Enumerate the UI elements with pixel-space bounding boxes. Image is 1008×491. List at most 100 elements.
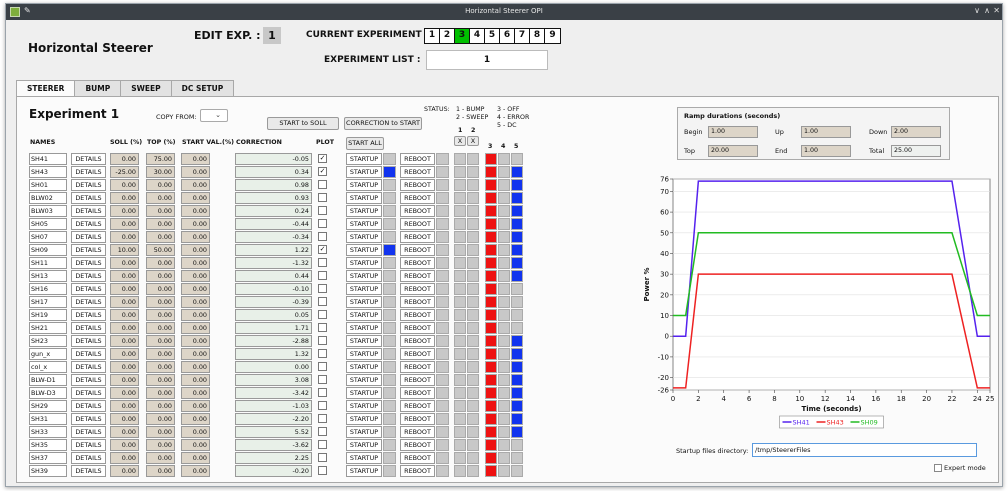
reboot-button[interactable]: REBOOT xyxy=(400,413,435,425)
plot-checkbox[interactable] xyxy=(318,336,327,345)
close-icon[interactable]: ✕ xyxy=(993,6,1000,15)
start-value-field[interactable]: 0.00 xyxy=(181,283,210,295)
plot-checkbox[interactable] xyxy=(318,375,327,384)
plot-checkbox[interactable] xyxy=(318,349,327,358)
top-field[interactable]: 0.00 xyxy=(146,465,175,477)
start-value-field[interactable]: 0.00 xyxy=(181,426,210,438)
startup-button[interactable]: STARTUP xyxy=(346,465,382,477)
experiment-6-button[interactable]: 6 xyxy=(500,29,515,43)
soll-field[interactable]: 0.00 xyxy=(110,296,139,308)
reboot-button[interactable]: REBOOT xyxy=(400,322,435,334)
soll-field[interactable]: 0.00 xyxy=(110,179,139,191)
minimize-icon[interactable]: ∨ xyxy=(974,6,980,15)
reboot-button[interactable]: REBOOT xyxy=(400,283,435,295)
start-value-field[interactable]: 0.00 xyxy=(181,166,210,178)
start-value-field[interactable]: 0.00 xyxy=(181,322,210,334)
start-value-field[interactable]: 0.00 xyxy=(181,465,210,477)
experiment-list-field[interactable]: 1 xyxy=(426,50,548,70)
details-button[interactable]: DETAILS xyxy=(71,283,106,295)
soll-field[interactable]: 0.00 xyxy=(110,361,139,373)
startup-button[interactable]: STARTUP xyxy=(346,452,382,464)
start-value-field[interactable]: 0.00 xyxy=(181,335,210,347)
experiment-1-button[interactable]: 1 xyxy=(425,29,440,43)
details-button[interactable]: DETAILS xyxy=(71,322,106,334)
soll-field[interactable]: 0.00 xyxy=(110,192,139,204)
reboot-button[interactable]: REBOOT xyxy=(400,465,435,477)
start-value-field[interactable]: 0.00 xyxy=(181,439,210,451)
experiment-7-button[interactable]: 7 xyxy=(515,29,530,43)
plot-checkbox[interactable]: ✓ xyxy=(318,167,327,176)
startup-button[interactable]: STARTUP xyxy=(346,205,382,217)
top-field[interactable]: 0.00 xyxy=(146,309,175,321)
soll-field[interactable]: -25.00 xyxy=(110,166,139,178)
top-field[interactable]: 0.00 xyxy=(146,179,175,191)
details-button[interactable]: DETAILS xyxy=(71,452,106,464)
soll-field[interactable]: 0.00 xyxy=(110,374,139,386)
startup-button[interactable]: STARTUP xyxy=(346,218,382,230)
start-value-field[interactable]: 0.00 xyxy=(181,218,210,230)
plot-checkbox[interactable] xyxy=(318,310,327,319)
top-field[interactable]: 0.00 xyxy=(146,322,175,334)
reboot-button[interactable]: REBOOT xyxy=(400,400,435,412)
soll-field[interactable]: 0.00 xyxy=(110,218,139,230)
top-field[interactable]: 0.00 xyxy=(146,270,175,282)
experiment-4-button[interactable]: 4 xyxy=(470,29,485,43)
details-button[interactable]: DETAILS xyxy=(71,413,106,425)
top-field[interactable]: 0.00 xyxy=(146,257,175,269)
soll-field[interactable]: 0.00 xyxy=(110,309,139,321)
top-field[interactable]: 0.00 xyxy=(146,387,175,399)
plot-checkbox[interactable] xyxy=(318,284,327,293)
start-value-field[interactable]: 0.00 xyxy=(181,257,210,269)
reboot-button[interactable]: REBOOT xyxy=(400,374,435,386)
startup-button[interactable]: STARTUP xyxy=(346,348,382,360)
start-value-field[interactable]: 0.00 xyxy=(181,192,210,204)
plot-checkbox[interactable]: ✓ xyxy=(318,245,327,254)
start-value-field[interactable]: 0.00 xyxy=(181,205,210,217)
startup-button[interactable]: STARTUP xyxy=(346,283,382,295)
ramp-begin-field[interactable]: 1.00 xyxy=(708,126,758,138)
ramp-top-field[interactable]: 20.00 xyxy=(708,145,758,157)
details-button[interactable]: DETAILS xyxy=(71,270,106,282)
top-field[interactable]: 75.00 xyxy=(146,153,175,165)
top-field[interactable]: 0.00 xyxy=(146,218,175,230)
reboot-button[interactable]: REBOOT xyxy=(400,361,435,373)
reboot-button[interactable]: REBOOT xyxy=(400,270,435,282)
reboot-button[interactable]: REBOOT xyxy=(400,296,435,308)
plot-checkbox[interactable] xyxy=(318,180,327,189)
top-field[interactable]: 0.00 xyxy=(146,400,175,412)
start-all-button[interactable]: START ALL xyxy=(346,137,384,150)
details-button[interactable]: DETAILS xyxy=(71,153,106,165)
plot-checkbox[interactable]: ✓ xyxy=(318,154,327,163)
details-button[interactable]: DETAILS xyxy=(71,205,106,217)
top-field[interactable]: 0.00 xyxy=(146,413,175,425)
soll-field[interactable]: 0.00 xyxy=(110,153,139,165)
start-value-field[interactable]: 0.00 xyxy=(181,413,210,425)
reboot-button[interactable]: REBOOT xyxy=(400,257,435,269)
details-button[interactable]: DETAILS xyxy=(71,361,106,373)
reboot-button[interactable]: REBOOT xyxy=(400,153,435,165)
start-value-field[interactable]: 0.00 xyxy=(181,387,210,399)
plot-checkbox[interactable] xyxy=(318,258,327,267)
details-button[interactable]: DETAILS xyxy=(71,374,106,386)
details-button[interactable]: DETAILS xyxy=(71,309,106,321)
reboot-button[interactable]: REBOOT xyxy=(400,166,435,178)
plot-checkbox[interactable] xyxy=(318,323,327,332)
experiment-2-button[interactable]: 2 xyxy=(440,29,455,43)
top-field[interactable]: 0.00 xyxy=(146,452,175,464)
startup-button[interactable]: STARTUP xyxy=(346,400,382,412)
start-value-field[interactable]: 0.00 xyxy=(181,400,210,412)
details-button[interactable]: DETAILS xyxy=(71,387,106,399)
top-field[interactable]: 0.00 xyxy=(146,231,175,243)
details-button[interactable]: DETAILS xyxy=(71,218,106,230)
top-field[interactable]: 0.00 xyxy=(146,361,175,373)
ramp-down-field[interactable]: 2.00 xyxy=(891,126,941,138)
top-field[interactable]: 0.00 xyxy=(146,374,175,386)
plot-checkbox[interactable] xyxy=(318,297,327,306)
details-button[interactable]: DETAILS xyxy=(71,348,106,360)
reboot-button[interactable]: REBOOT xyxy=(400,309,435,321)
plot-checkbox[interactable] xyxy=(318,453,327,462)
startup-button[interactable]: STARTUP xyxy=(346,374,382,386)
soll-field[interactable]: 0.00 xyxy=(110,270,139,282)
top-field[interactable]: 50.00 xyxy=(146,244,175,256)
details-button[interactable]: DETAILS xyxy=(71,426,106,438)
